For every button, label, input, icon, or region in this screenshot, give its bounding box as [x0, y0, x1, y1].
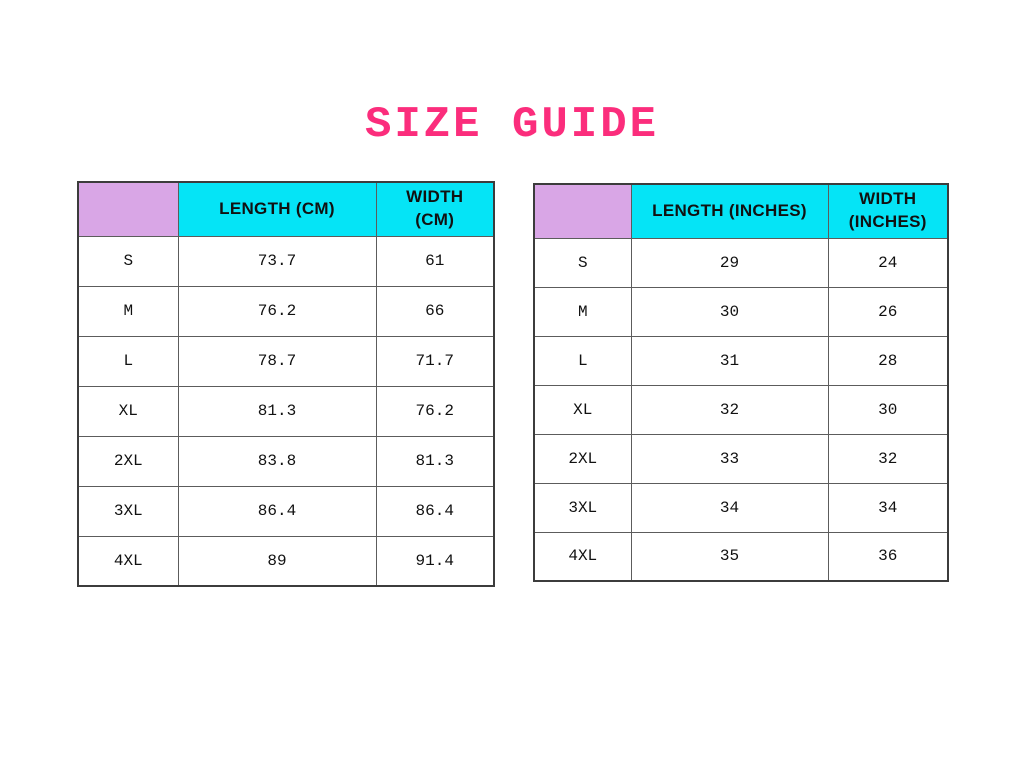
value-cell: 66: [375, 285, 495, 337]
value-cell: 78.7: [177, 335, 377, 387]
table-row: 3XL 34 34: [533, 482, 949, 533]
page-title: SIZE GUIDE: [364, 100, 660, 150]
column-header: WIDTH (CM): [375, 181, 495, 237]
table-row: 4XL 35 36: [533, 531, 949, 582]
value-cell: 89: [177, 535, 377, 587]
value-cell: 35: [630, 531, 829, 582]
value-cell: 36: [827, 531, 949, 582]
size-label-cell: 4XL: [77, 535, 179, 587]
column-header: LENGTH (INCHES): [630, 183, 829, 239]
value-cell: 28: [827, 335, 949, 386]
table-row: 2XL 33 32: [533, 433, 949, 484]
table-row: L 31 28: [533, 335, 949, 386]
table-row: L 78.7 71.7: [77, 335, 495, 387]
size-label-cell: 2XL: [533, 433, 632, 484]
table-row: 3XL 86.4 86.4: [77, 485, 495, 537]
size-label-cell: M: [533, 286, 632, 337]
table-row: XL 32 30: [533, 384, 949, 435]
table-row: S 73.7 61: [77, 235, 495, 287]
value-cell: 31: [630, 335, 829, 386]
value-cell: 30: [630, 286, 829, 337]
value-cell: 33: [630, 433, 829, 484]
value-cell: 81.3: [375, 435, 495, 487]
value-cell: 34: [630, 482, 829, 533]
value-cell: 32: [827, 433, 949, 484]
table-row: XL 81.3 76.2: [77, 385, 495, 437]
header-row: LENGTH (CM) WIDTH (CM): [77, 181, 495, 237]
size-label-cell: S: [77, 235, 179, 287]
corner-cell: [533, 183, 632, 239]
value-cell: 86.4: [375, 485, 495, 537]
size-label-cell: 3XL: [533, 482, 632, 533]
value-cell: 29: [630, 237, 829, 288]
value-cell: 24: [827, 237, 949, 288]
value-cell: 81.3: [177, 385, 377, 437]
size-label-cell: L: [77, 335, 179, 387]
size-label-cell: XL: [77, 385, 179, 437]
cm-size-table: LENGTH (CM) WIDTH (CM) S 73.7 61 M 76.2 66 L 78.7…: [77, 181, 495, 587]
value-cell: 76.2: [177, 285, 377, 337]
size-label-cell: 4XL: [533, 531, 632, 582]
size-label-cell: M: [77, 285, 179, 337]
size-label-cell: 2XL: [77, 435, 179, 487]
value-cell: 30: [827, 384, 949, 435]
size-label-cell: L: [533, 335, 632, 386]
value-cell: 32: [630, 384, 829, 435]
value-cell: 91.4: [375, 535, 495, 587]
table-row: 4XL 89 91.4: [77, 535, 495, 587]
value-cell: 83.8: [177, 435, 377, 487]
inches-size-table: LENGTH (INCHES) WIDTH (INCHES) S 29 24 M 30 26 L…: [533, 183, 949, 582]
value-cell: 26: [827, 286, 949, 337]
size-label-cell: S: [533, 237, 632, 288]
corner-cell: [77, 181, 179, 237]
value-cell: 76.2: [375, 385, 495, 437]
size-label-cell: XL: [533, 384, 632, 435]
column-header: LENGTH (CM): [177, 181, 377, 237]
size-label-cell: 3XL: [77, 485, 179, 537]
table-row: 2XL 83.8 81.3: [77, 435, 495, 487]
table-row: S 29 24: [533, 237, 949, 288]
value-cell: 73.7: [177, 235, 377, 287]
value-cell: 86.4: [177, 485, 377, 537]
value-cell: 61: [375, 235, 495, 287]
table-row: M 76.2 66: [77, 285, 495, 337]
column-header: WIDTH (INCHES): [827, 183, 949, 239]
header-row: LENGTH (INCHES) WIDTH (INCHES): [533, 183, 949, 239]
value-cell: 34: [827, 482, 949, 533]
value-cell: 71.7: [375, 335, 495, 387]
table-row: M 30 26: [533, 286, 949, 337]
